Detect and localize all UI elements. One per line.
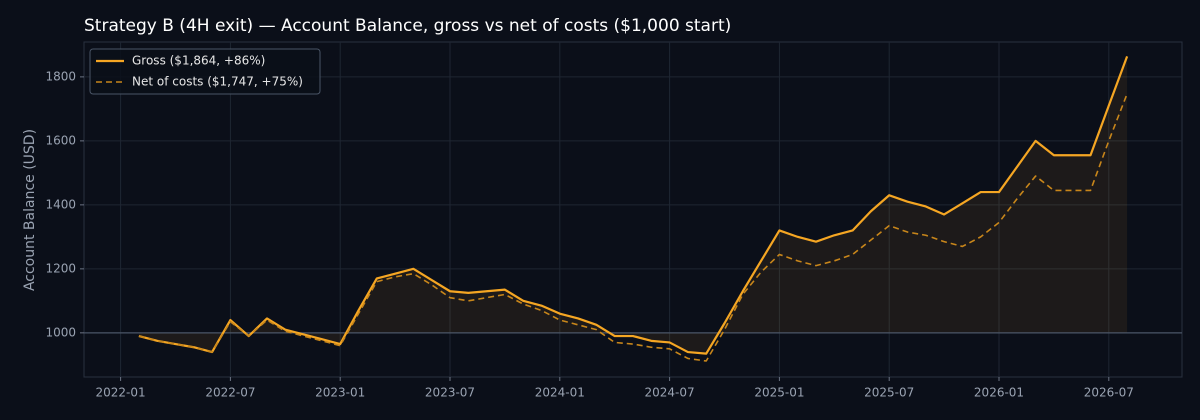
x-tick-label: 2024-07 [645,386,695,400]
legend: Gross ($1,864, +86%) Net of costs ($1,747… [89,48,321,95]
legend-label: Gross ($1,864, +86%) [132,54,265,68]
y-tick-label: 1200 [45,261,76,275]
series-line [138,93,1128,362]
chart-title: Strategy B (4H exit) — Account Balance, … [84,16,731,36]
area [138,56,1128,354]
y-tick-label: 1400 [45,197,76,211]
y-tick-label: 1000 [45,325,76,339]
legend-label: Net of costs ($1,747, +75%) [132,75,303,89]
x-tick-label: 2023-07 [425,386,475,400]
x-tick-label: 2025-07 [864,386,914,400]
x-tick-label: 2025-01 [754,386,804,400]
y-axis-label: Account Balance (USD) [22,129,38,291]
x-tick-label: 2026-07 [1084,386,1134,400]
x-tick-label: 2022-01 [96,386,146,400]
x-tick-label: 2024-01 [535,386,585,400]
x-tick-label: 2023-01 [315,386,365,400]
series-line [138,56,1129,355]
x-tick-label: 2022-07 [205,386,255,400]
x-tick-label: 2026-01 [974,386,1024,400]
legend-box [89,48,321,95]
y-tick-label: 1800 [45,69,76,83]
y-tick-label: 1600 [45,133,76,147]
